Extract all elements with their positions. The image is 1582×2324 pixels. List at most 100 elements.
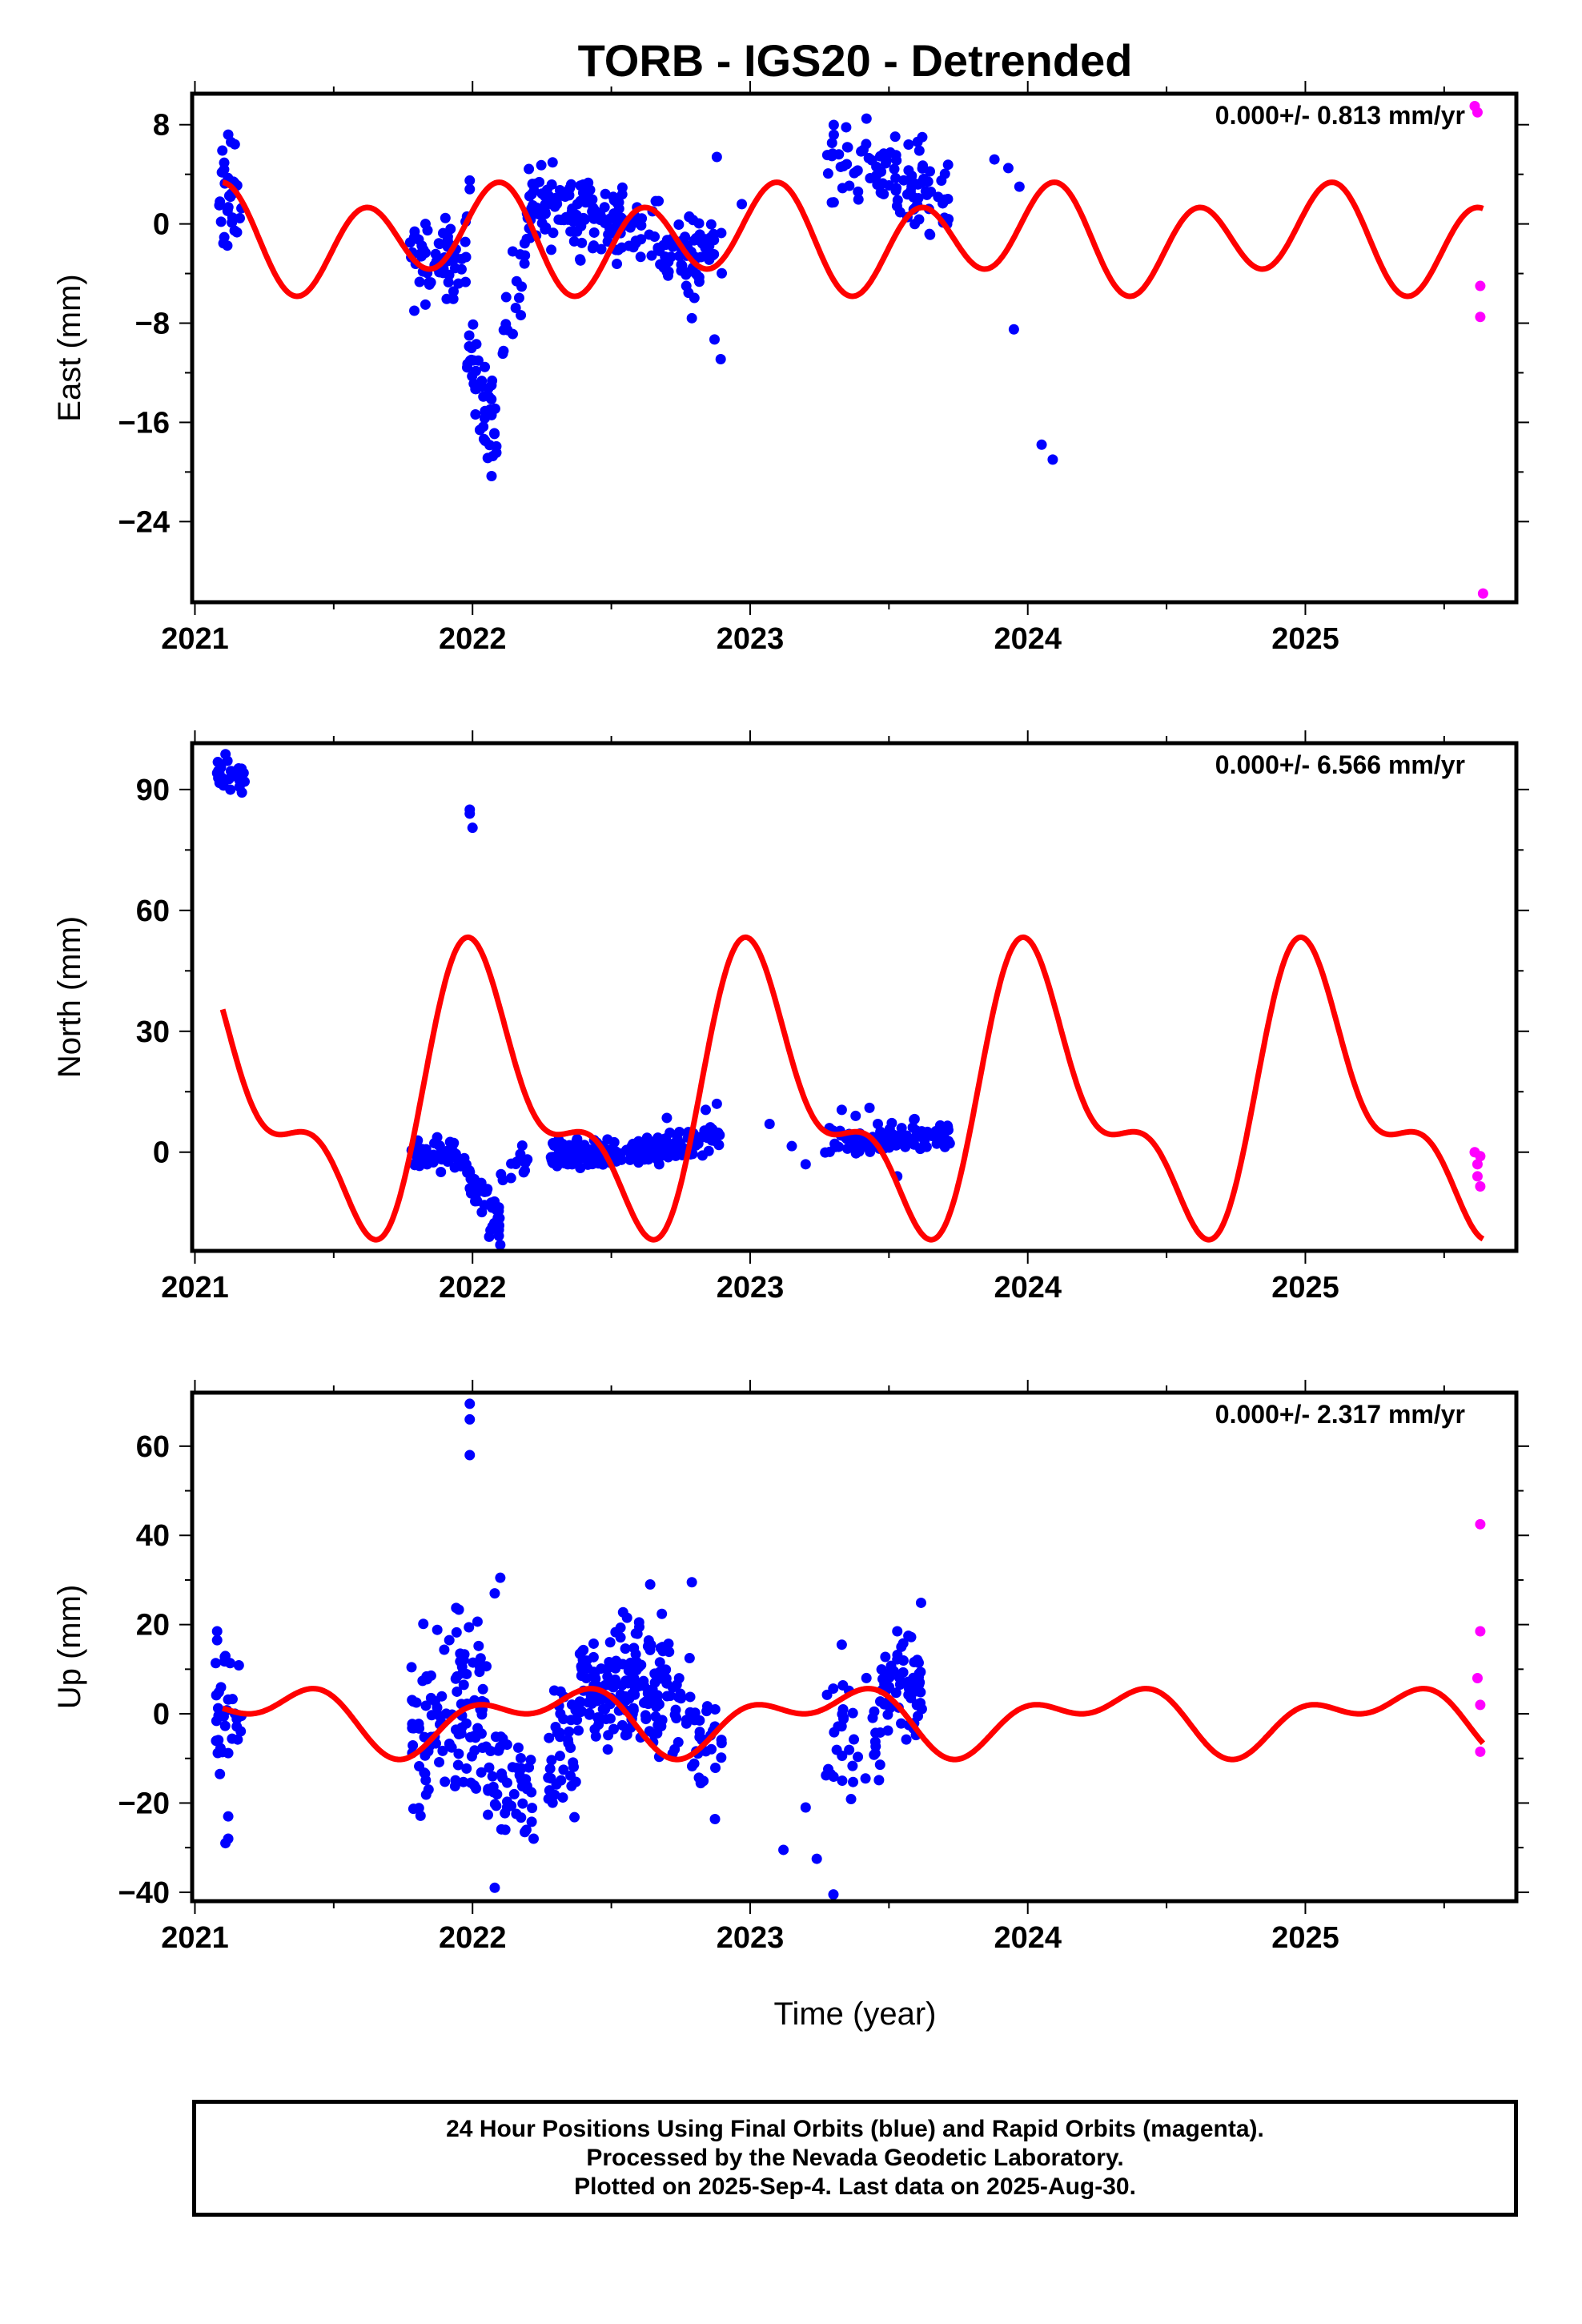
- final-orbit-point: [420, 1700, 432, 1711]
- final-orbit-point: [443, 1144, 454, 1156]
- final-orbit-point: [464, 1413, 476, 1425]
- final-orbit-point: [565, 1743, 576, 1754]
- final-orbit-point: [586, 1698, 597, 1709]
- final-orbit-point: [460, 236, 471, 247]
- x-tick-label: 2025: [1271, 622, 1339, 656]
- final-orbit-point: [461, 1763, 472, 1774]
- final-orbit-point: [516, 1812, 527, 1823]
- final-orbit-point: [420, 1750, 431, 1761]
- final-orbit-point: [635, 251, 646, 263]
- final-orbit-point: [489, 428, 500, 439]
- final-orbit-point: [425, 277, 436, 288]
- final-orbit-point: [434, 239, 445, 250]
- final-orbit-point: [707, 231, 718, 243]
- final-orbit-point: [487, 1202, 498, 1213]
- final-orbit-point: [478, 433, 489, 444]
- final-orbit-point: [516, 1140, 528, 1152]
- final-orbit-point: [826, 137, 837, 148]
- final-orbit-point: [473, 1640, 484, 1651]
- rapid-orbit-point: [1475, 1699, 1486, 1711]
- final-orbit-point: [557, 1792, 568, 1803]
- final-orbit-point: [861, 113, 872, 124]
- final-orbit-point: [211, 767, 223, 778]
- final-orbit-point: [415, 1810, 426, 1821]
- final-orbit-point: [430, 248, 441, 259]
- final-orbit-point: [547, 157, 558, 168]
- final-orbit-point: [903, 1683, 914, 1695]
- y-tick-label: 8: [153, 109, 170, 143]
- final-orbit-point: [489, 1588, 500, 1599]
- y-tick-label: 60: [136, 1430, 170, 1464]
- final-orbit-point: [599, 202, 610, 213]
- final-orbit-point: [449, 251, 460, 263]
- final-orbit-point: [477, 1683, 488, 1695]
- final-orbit-point: [512, 1742, 524, 1753]
- final-orbit-point: [850, 1110, 861, 1121]
- final-orbit-point: [844, 1744, 855, 1755]
- final-orbit-point: [661, 1112, 673, 1124]
- final-orbit-point: [915, 1698, 926, 1709]
- final-orbit-point: [621, 1727, 632, 1738]
- final-orbit-point: [898, 175, 909, 186]
- final-orbit-point: [828, 119, 839, 131]
- final-orbit-point: [408, 1740, 419, 1751]
- final-orbit-point: [837, 1775, 848, 1787]
- final-orbit-point: [546, 1755, 557, 1766]
- final-orbit-point: [716, 227, 727, 239]
- final-orbit-point: [662, 270, 673, 281]
- final-orbit-point: [222, 240, 233, 251]
- final-orbit-point: [900, 1141, 911, 1152]
- final-orbit-point: [451, 1602, 462, 1614]
- final-orbit-point: [579, 214, 590, 225]
- final-orbit-point: [709, 1703, 721, 1715]
- final-orbit-point: [219, 231, 230, 243]
- final-orbit-point: [409, 305, 420, 316]
- rapid-orbit-point: [1475, 1626, 1486, 1637]
- final-orbit-point: [464, 1164, 475, 1176]
- final-orbit-point: [211, 1690, 222, 1701]
- final-orbit-point: [877, 178, 889, 189]
- final-orbit-point: [212, 757, 223, 768]
- final-orbit-point: [574, 1648, 585, 1659]
- final-orbit-point: [476, 1767, 487, 1778]
- final-orbit-point: [845, 1794, 857, 1805]
- final-orbit-point: [875, 187, 886, 198]
- final-orbit-point: [472, 355, 484, 366]
- final-orbit-point: [416, 240, 428, 251]
- final-orbit-point: [406, 1662, 417, 1673]
- final-orbit-point: [829, 1727, 840, 1738]
- final-orbit-point: [665, 1127, 676, 1138]
- y-tick-label: −8: [135, 308, 170, 341]
- data-points: [214, 100, 1488, 599]
- final-orbit-point: [486, 380, 497, 391]
- final-orbit-point: [867, 1712, 878, 1723]
- rapid-orbit-point: [1475, 1180, 1486, 1192]
- final-orbit-point: [644, 229, 655, 240]
- final-orbit-point: [848, 1776, 859, 1787]
- final-orbit-point: [709, 249, 720, 260]
- east-panel: 2021 2022 2023 2024 2025 8 0 −8 −16 −24 East (mm) 0…: [52, 81, 1529, 656]
- final-orbit-point: [519, 258, 530, 269]
- x-tick-label: 2021: [161, 1271, 229, 1305]
- final-orbit-point: [409, 1158, 420, 1169]
- final-orbit-point: [649, 1668, 661, 1679]
- final-orbit-point: [436, 1166, 447, 1177]
- final-orbit-point: [676, 265, 687, 276]
- final-orbit-point: [615, 1632, 626, 1643]
- x-tick-label: 2023: [717, 1921, 785, 1955]
- final-orbit-point: [890, 172, 901, 183]
- final-orbit-point: [630, 1649, 641, 1660]
- final-orbit-point: [632, 1152, 644, 1164]
- final-orbit-point: [229, 225, 240, 236]
- final-orbit-point: [620, 1643, 631, 1655]
- final-orbit-point: [612, 258, 623, 269]
- final-orbit-point: [515, 1752, 526, 1763]
- final-orbit-point: [548, 227, 559, 239]
- final-orbit-point: [220, 749, 231, 760]
- final-orbit-point: [227, 1733, 238, 1744]
- final-orbit-point: [419, 1156, 430, 1168]
- final-orbit-point: [224, 1658, 235, 1669]
- final-orbit-point: [416, 1144, 428, 1155]
- final-orbit-point: [600, 188, 611, 199]
- rate-label: 0.000+/- 2.317 mm/yr: [1215, 1400, 1465, 1429]
